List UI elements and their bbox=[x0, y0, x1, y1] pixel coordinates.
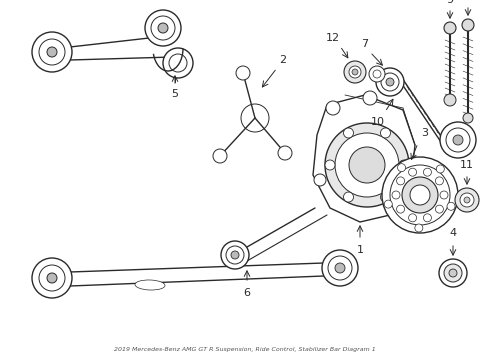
Circle shape bbox=[369, 66, 385, 82]
Circle shape bbox=[343, 128, 353, 138]
Circle shape bbox=[349, 147, 385, 183]
Circle shape bbox=[440, 122, 476, 158]
Text: 1: 1 bbox=[357, 245, 364, 255]
Circle shape bbox=[231, 251, 239, 259]
Text: 4: 4 bbox=[449, 228, 457, 238]
Circle shape bbox=[158, 23, 168, 33]
Circle shape bbox=[436, 165, 444, 173]
Circle shape bbox=[373, 70, 381, 78]
Circle shape bbox=[376, 68, 404, 96]
Circle shape bbox=[396, 205, 405, 213]
Text: 12: 12 bbox=[326, 33, 340, 43]
Circle shape bbox=[449, 269, 457, 277]
Text: 2019 Mercedes-Benz AMG GT R Suspension, Ride Control, Stabilizer Bar Diagram 1: 2019 Mercedes-Benz AMG GT R Suspension, … bbox=[114, 347, 376, 352]
Circle shape bbox=[409, 168, 416, 176]
Circle shape bbox=[328, 256, 352, 280]
Circle shape bbox=[322, 250, 358, 286]
Circle shape bbox=[455, 188, 479, 212]
Circle shape bbox=[145, 10, 181, 46]
Circle shape bbox=[47, 47, 57, 57]
Circle shape bbox=[415, 224, 423, 232]
Circle shape bbox=[278, 146, 292, 160]
Circle shape bbox=[325, 160, 335, 170]
Circle shape bbox=[440, 191, 448, 199]
Circle shape bbox=[464, 197, 470, 203]
Text: 6: 6 bbox=[244, 288, 250, 298]
Circle shape bbox=[447, 202, 455, 210]
Circle shape bbox=[326, 101, 340, 115]
Circle shape bbox=[409, 214, 416, 222]
Text: 5: 5 bbox=[172, 89, 178, 99]
Circle shape bbox=[32, 32, 72, 72]
Text: 11: 11 bbox=[460, 160, 474, 170]
Text: 9: 9 bbox=[446, 0, 454, 5]
Circle shape bbox=[397, 164, 406, 172]
Circle shape bbox=[163, 48, 193, 78]
Circle shape bbox=[453, 135, 463, 145]
Circle shape bbox=[213, 149, 227, 163]
Circle shape bbox=[444, 22, 456, 34]
Circle shape bbox=[32, 258, 72, 298]
Circle shape bbox=[47, 273, 57, 283]
Circle shape bbox=[349, 66, 361, 78]
Polygon shape bbox=[313, 95, 415, 222]
Text: 3: 3 bbox=[421, 128, 428, 138]
Circle shape bbox=[460, 193, 474, 207]
Text: 8: 8 bbox=[465, 0, 471, 2]
Circle shape bbox=[226, 246, 244, 264]
Text: 2: 2 bbox=[279, 55, 287, 65]
Circle shape bbox=[335, 133, 399, 197]
Ellipse shape bbox=[135, 280, 165, 290]
Circle shape bbox=[236, 66, 250, 80]
Circle shape bbox=[39, 39, 65, 65]
Circle shape bbox=[221, 241, 249, 269]
Circle shape bbox=[314, 174, 326, 186]
Circle shape bbox=[463, 113, 473, 123]
Circle shape bbox=[444, 264, 462, 282]
Circle shape bbox=[325, 123, 409, 207]
Circle shape bbox=[392, 191, 400, 199]
Circle shape bbox=[436, 205, 443, 213]
Circle shape bbox=[399, 160, 409, 170]
Circle shape bbox=[439, 259, 467, 287]
Circle shape bbox=[436, 177, 443, 185]
Circle shape bbox=[423, 168, 431, 176]
Text: 10: 10 bbox=[371, 117, 385, 127]
Circle shape bbox=[381, 128, 391, 138]
Circle shape bbox=[344, 61, 366, 83]
Circle shape bbox=[381, 73, 399, 91]
Circle shape bbox=[381, 192, 391, 202]
Circle shape bbox=[384, 200, 392, 208]
Circle shape bbox=[423, 214, 431, 222]
Circle shape bbox=[352, 69, 358, 75]
Circle shape bbox=[396, 177, 405, 185]
Circle shape bbox=[343, 192, 353, 202]
Circle shape bbox=[402, 177, 438, 213]
Circle shape bbox=[390, 165, 450, 225]
Circle shape bbox=[382, 157, 458, 233]
Circle shape bbox=[39, 265, 65, 291]
Circle shape bbox=[386, 78, 394, 86]
Circle shape bbox=[363, 91, 377, 105]
Circle shape bbox=[151, 16, 175, 40]
Circle shape bbox=[410, 185, 430, 205]
Circle shape bbox=[462, 19, 474, 31]
Text: 7: 7 bbox=[362, 39, 368, 49]
Circle shape bbox=[444, 94, 456, 106]
Circle shape bbox=[335, 263, 345, 273]
Circle shape bbox=[169, 54, 187, 72]
Circle shape bbox=[446, 128, 470, 152]
